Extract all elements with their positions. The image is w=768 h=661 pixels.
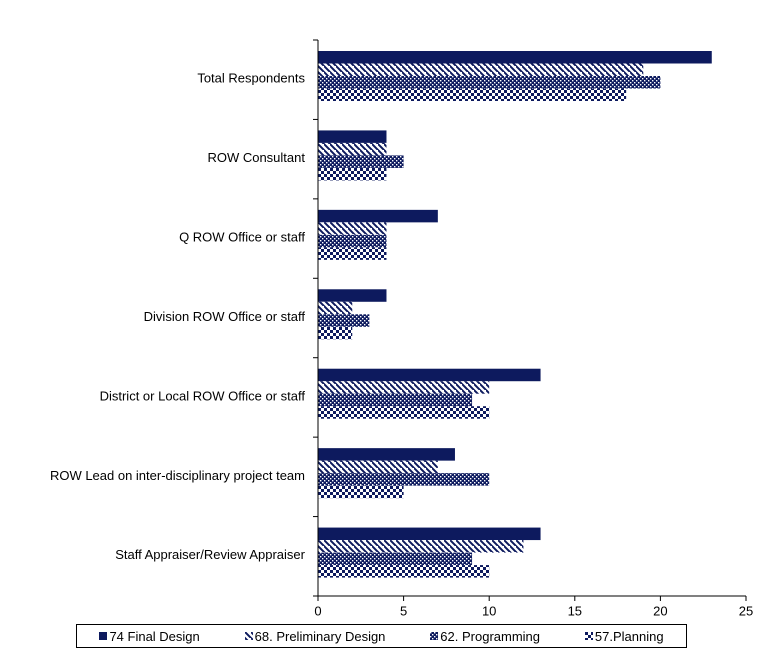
bar-62-programming-6 [318,552,473,566]
bar-62-programming-3 [318,314,370,327]
bar-68-preliminary-design-1 [318,142,387,156]
legend-item: 62. Programming [430,629,540,644]
bar-62-programming-5 [318,473,490,486]
bar-68-preliminary-design-4 [318,381,490,394]
bar-74-final-design-3 [318,289,387,302]
bars-layer [318,51,712,578]
legend-swatch [584,632,593,640]
legend-swatch [244,632,253,640]
category-label: ROW Lead on inter-disciplinary project t… [50,468,305,483]
bar-74-final-design-6 [318,527,541,541]
bar-57-planning-0 [318,88,627,101]
bar-57-planning-6 [318,565,490,578]
axes-layer [313,39,747,601]
category-label: Total Respondents [197,71,305,86]
legend-label: 74 Final Design [109,628,200,644]
legend-swatch [99,632,108,640]
category-label: Q ROW Office or staff [179,230,305,245]
legend: 74 Final Design 68. Preliminary Design 62.… [76,624,687,648]
category-label: ROW Consultant [207,150,305,165]
legend-item: 68. Preliminary Design [244,628,386,644]
bar-68-preliminary-design-0 [318,63,644,76]
x-tick-label: 0 [314,603,321,618]
bar-57-planning-4 [318,406,490,419]
bar-62-programming-1 [318,155,404,168]
bar-57-planning-1 [318,167,387,181]
bar-62-programming-2 [318,234,387,248]
bar-68-preliminary-design-3 [318,301,353,315]
x-tick-label: 15 [568,603,582,618]
bar-74-final-design-5 [318,448,455,461]
x-tick-label: 20 [653,603,667,618]
legend-label: 68. Preliminary Design [254,628,386,644]
bar-68-preliminary-design-5 [318,460,438,474]
bar-57-planning-2 [318,247,387,260]
bar-74-final-design-2 [318,209,438,223]
legend-item: 57.Planning [584,628,664,644]
bar-68-preliminary-design-2 [318,222,387,235]
bar-62-programming-0 [318,76,661,89]
legend-label: 62. Programming [440,628,541,644]
legend-item: 74 Final Design [99,628,200,644]
bar-62-programming-4 [318,393,473,407]
labels-layer: Total Respondents ROW Consultant Q ROW Off… [50,71,753,619]
x-tick-label: 25 [739,603,753,618]
bar-57-planning-3 [318,326,353,340]
bar-74-final-design-4 [318,368,541,382]
legend-swatch [430,632,439,640]
category-label: District or Local ROW Office or staff [100,388,306,403]
bar-57-planning-5 [318,485,404,499]
bar-74-final-design-0 [318,51,712,64]
category-label: Staff Appraiser/Review Appraiser [115,547,305,562]
x-tick-label: 5 [400,603,407,618]
bar-74-final-design-1 [318,130,387,143]
bar-68-preliminary-design-6 [318,540,524,553]
x-tick-label: 10 [482,603,496,618]
category-label: Division ROW Office or staff [144,309,306,324]
legend-label: 57.Planning [594,628,664,644]
